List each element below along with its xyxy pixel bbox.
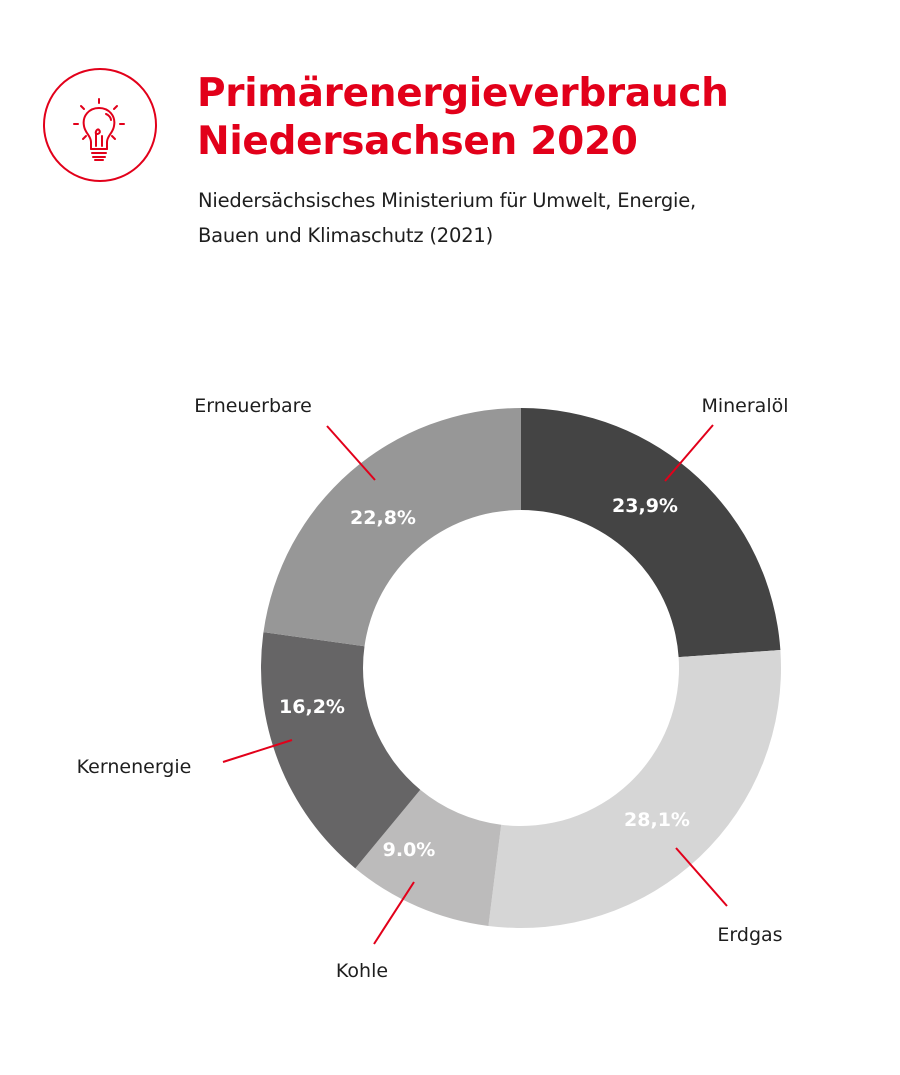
category-label-kohle: Kohle xyxy=(336,960,388,982)
leader-line-kohle xyxy=(373,881,415,945)
title-line-1: Primärenergieverbrauch xyxy=(197,71,729,116)
donut-slices xyxy=(261,408,782,928)
category-label-mineralol: Mineralöl xyxy=(701,395,788,417)
value-label-kohle: 9.0% xyxy=(383,839,436,861)
slice-kohle xyxy=(355,789,502,926)
leader-line-kernenergie xyxy=(222,739,293,763)
slice-erneuerbare xyxy=(263,408,521,647)
leader-line-erdgas xyxy=(675,847,728,907)
subtitle-line-1: Niedersächsisches Ministerium für Umwelt… xyxy=(198,189,697,212)
value-label-erneuerbare: 22,8% xyxy=(350,507,416,529)
leader-line-mineralol xyxy=(664,424,714,482)
leader-lines xyxy=(222,424,728,945)
category-labels: Mineralöl Erdgas Kohle Kernenergie Erneuerba… xyxy=(77,395,789,982)
title-line-2: Niedersachsen 2020 xyxy=(197,119,638,164)
leader-line-erneuerbare xyxy=(326,425,376,481)
value-label-mineralol: 23,9% xyxy=(612,495,678,517)
page-title: Primärenergieverbrauch Niedersachsen 202… xyxy=(197,70,729,166)
subtitle-line-2: Bauen und Klimaschutz (2021) xyxy=(198,224,494,247)
slice-erdgas xyxy=(488,650,782,928)
slice-kernenergie xyxy=(261,632,421,869)
value-label-kernenergie: 16,2% xyxy=(279,696,345,718)
lightbulb-badge xyxy=(41,66,159,184)
slice-mineralol xyxy=(521,408,781,658)
source-subtitle: Niedersächsisches Ministerium für Umwelt… xyxy=(198,183,696,253)
category-label-erneuerbare: Erneuerbare xyxy=(194,395,312,417)
category-label-kernenergie: Kernenergie xyxy=(77,756,192,778)
lightbulb-icon xyxy=(43,68,157,182)
category-label-erdgas: Erdgas xyxy=(717,924,782,946)
value-labels: 23,9% 28,1% 9.0% 16,2% 22,8% xyxy=(279,495,690,861)
value-label-erdgas: 28,1% xyxy=(624,809,690,831)
